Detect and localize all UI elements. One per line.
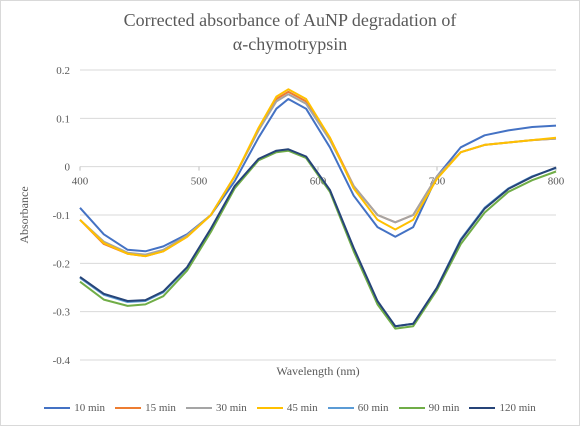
legend-item: 30 min bbox=[185, 402, 247, 414]
y-tick-label: 0.1 bbox=[56, 113, 70, 125]
legend-swatch bbox=[256, 407, 283, 409]
legend-swatch bbox=[398, 407, 425, 409]
chart-title: Corrected absorbance of AuNP degradation… bbox=[123, 10, 457, 30]
legend-swatch bbox=[44, 407, 71, 409]
y-axis-title: Absorbance bbox=[17, 186, 31, 243]
y-tick-label: -0.3 bbox=[53, 307, 71, 319]
series-line-10-min bbox=[79, 98, 557, 253]
legend-label: 10 min bbox=[74, 402, 106, 414]
legend-item: 15 min bbox=[115, 402, 176, 414]
series-line-120-min bbox=[79, 148, 557, 328]
x-tick-label: 800 bbox=[548, 176, 565, 188]
chart-title-line2: α-chymotrypsin bbox=[232, 34, 348, 54]
legend-swatch bbox=[327, 407, 354, 409]
legend-label: 30 min bbox=[215, 402, 247, 414]
legend-label: 90 min bbox=[428, 402, 460, 414]
legend-swatch bbox=[115, 407, 142, 409]
legend-label: 45 min bbox=[286, 402, 318, 414]
legend-item: 90 min bbox=[398, 402, 460, 414]
legend-label: 120 min bbox=[499, 402, 536, 414]
series-line-45-min bbox=[79, 88, 557, 258]
legend-swatch bbox=[469, 407, 496, 409]
legend-item: 60 min bbox=[327, 402, 389, 414]
legend-label: 15 min bbox=[145, 402, 176, 414]
legend: 10 min 15 min 30 min 45 min 60 min 90 min 120 … bbox=[0, 399, 580, 417]
y-tick-label: -0.4 bbox=[53, 355, 71, 367]
legend-label: 60 min bbox=[357, 402, 389, 414]
y-tick-label: -0.2 bbox=[53, 258, 70, 270]
x-axis-title: Wavelength (nm) bbox=[276, 364, 359, 378]
y-tick-label: 0 bbox=[65, 162, 71, 174]
x-tick-label: 400 bbox=[72, 176, 89, 188]
legend-item: 120 min bbox=[469, 402, 536, 414]
legend-swatch bbox=[185, 407, 212, 409]
legend-item: 10 min bbox=[44, 402, 105, 414]
legend-item: 45 min bbox=[256, 402, 318, 414]
x-tick-label: 500 bbox=[191, 176, 208, 188]
y-tick-label: 0.2 bbox=[56, 65, 70, 77]
y-tick-label: -0.1 bbox=[53, 210, 70, 222]
